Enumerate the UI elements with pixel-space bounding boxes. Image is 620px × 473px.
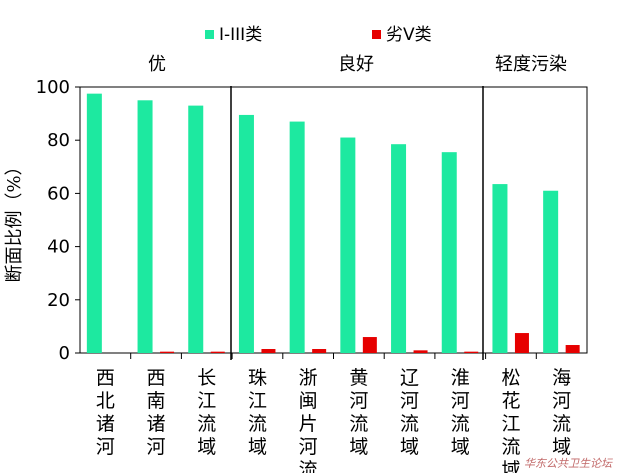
x-tick-label: 辽河流域 bbox=[400, 367, 419, 458]
y-tick-label: 20 bbox=[47, 290, 70, 311]
y-tick-label: 100 bbox=[36, 77, 70, 98]
x-tick-label: 西南诸河 bbox=[147, 367, 166, 458]
y-tick-label: 0 bbox=[59, 343, 70, 364]
bar-grade-i-iii-6 bbox=[340, 137, 356, 353]
legend-label-series-2: 劣V类 bbox=[386, 25, 432, 45]
x-tick-label: 淮河流域 bbox=[451, 367, 470, 458]
group-label-light-pollution: 轻度污染 bbox=[495, 54, 567, 75]
bar-grade-worse-v-6 bbox=[362, 337, 377, 353]
x-tick-label: 西北诸河 bbox=[96, 367, 115, 458]
bar-grade-worse-v-8 bbox=[464, 351, 479, 353]
bar-grade-worse-v-5 bbox=[312, 349, 327, 353]
y-axis-title: 断面比例（%） bbox=[4, 157, 25, 282]
bar-grade-i-iii-3 bbox=[188, 105, 204, 354]
bar-grade-i-iii-7 bbox=[391, 144, 407, 353]
y-tick-label: 40 bbox=[47, 237, 70, 258]
x-tick-label: 珠江流域 bbox=[248, 367, 267, 458]
y-tick-label: 60 bbox=[47, 183, 70, 204]
group-label-excellent: 优 bbox=[148, 54, 166, 75]
legend-label-series-1: I-III类 bbox=[219, 25, 262, 45]
legend-swatch-series-1 bbox=[205, 30, 214, 39]
y-tick-label: 80 bbox=[47, 130, 70, 151]
bar-grade-i-iii-4 bbox=[238, 114, 254, 354]
bar-grade-i-iii-10 bbox=[543, 190, 559, 353]
bar-grade-i-iii-5 bbox=[289, 121, 305, 353]
bars bbox=[86, 93, 580, 359]
watermark: 华东公共卫生论坛 bbox=[524, 457, 613, 470]
x-tick-labels: 西北诸河 西南诸河 长江流域 珠江流域 浙闽片河流 黄河流域 辽河流域 淮河流域 松花江流域 海河… bbox=[96, 367, 571, 473]
x-tick-label: 长江流域 bbox=[197, 367, 216, 458]
bar-grade-i-iii-9 bbox=[492, 184, 508, 353]
bar-grade-worse-v-4 bbox=[261, 349, 276, 353]
bar-grade-i-iii-2 bbox=[137, 100, 153, 353]
legend-swatch-series-2 bbox=[372, 30, 381, 39]
bar-grade-worse-v-10 bbox=[565, 345, 580, 353]
legend: I-III类 劣V类 bbox=[205, 25, 432, 45]
y-ticks: 0 20 40 60 80 100 bbox=[36, 77, 80, 364]
bar-grade-worse-v-2 bbox=[160, 351, 175, 353]
plot-area bbox=[79, 86, 588, 354]
bar-grade-worse-v-7 bbox=[413, 350, 428, 353]
x-tick-label: 松花江流域 bbox=[501, 367, 520, 473]
x-tick-label: 浙闽片河流 bbox=[299, 367, 318, 473]
bar-grade-worse-v-3 bbox=[210, 351, 225, 353]
bar-grade-i-iii-1 bbox=[86, 93, 102, 354]
x-tick-label: 海河流域 bbox=[552, 367, 571, 458]
x-tick-label: 黄河流域 bbox=[349, 367, 368, 458]
bar-grade-worse-v-9 bbox=[514, 333, 529, 353]
group-label-good: 良好 bbox=[338, 54, 374, 75]
bar-grade-i-iii-8 bbox=[441, 152, 457, 353]
